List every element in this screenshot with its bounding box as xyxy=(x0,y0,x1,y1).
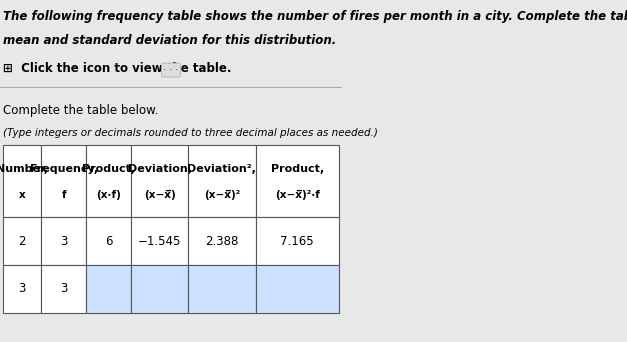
Bar xyxy=(87,217,132,265)
Bar xyxy=(3,265,41,313)
Text: The following frequency table shows the number of fires per month in a city. Com: The following frequency table shows the … xyxy=(3,10,627,23)
Bar xyxy=(41,265,87,313)
Bar xyxy=(41,145,87,217)
Text: 3: 3 xyxy=(60,235,67,248)
Bar xyxy=(132,145,188,217)
Bar xyxy=(256,265,339,313)
Bar xyxy=(132,265,188,313)
Text: x: x xyxy=(19,190,26,200)
Text: Number,: Number, xyxy=(0,164,48,174)
Bar xyxy=(3,145,41,217)
Text: 2.388: 2.388 xyxy=(205,235,238,248)
Bar xyxy=(87,265,132,313)
Bar xyxy=(188,217,256,265)
Bar xyxy=(188,145,256,217)
Text: Deviation,: Deviation, xyxy=(128,164,192,174)
Bar xyxy=(188,265,256,313)
Text: (x−x̅)²: (x−x̅)² xyxy=(204,190,240,200)
Text: · · ·: · · · xyxy=(164,65,179,75)
Bar xyxy=(87,145,132,217)
Text: 6: 6 xyxy=(105,235,113,248)
Bar xyxy=(132,217,188,265)
Text: 2: 2 xyxy=(19,235,26,248)
Bar xyxy=(256,217,339,265)
Text: mean and standard deviation for this distribution.: mean and standard deviation for this dis… xyxy=(3,34,337,47)
Text: f: f xyxy=(61,190,66,200)
Text: Deviation²,: Deviation², xyxy=(187,164,256,174)
Text: Product,: Product, xyxy=(82,164,135,174)
Text: Complete the table below.: Complete the table below. xyxy=(3,104,159,117)
Text: Frequency,: Frequency, xyxy=(29,164,98,174)
Text: 3: 3 xyxy=(60,282,67,295)
Text: (x−x̅): (x−x̅) xyxy=(144,190,176,200)
Text: 7.165: 7.165 xyxy=(280,235,314,248)
Text: −1.545: −1.545 xyxy=(138,235,181,248)
Bar xyxy=(41,217,87,265)
Text: (x−x̅)²∙f: (x−x̅)²∙f xyxy=(275,190,320,200)
Bar xyxy=(256,145,339,217)
Bar xyxy=(3,217,41,265)
Text: ⊞  Click the icon to view the table.: ⊞ Click the icon to view the table. xyxy=(3,62,232,75)
Text: (Type integers or decimals rounded to three decimal places as needed.): (Type integers or decimals rounded to th… xyxy=(3,128,378,138)
Text: Product,: Product, xyxy=(271,164,324,174)
Text: 3: 3 xyxy=(19,282,26,295)
Text: (x∙f): (x∙f) xyxy=(97,190,121,200)
